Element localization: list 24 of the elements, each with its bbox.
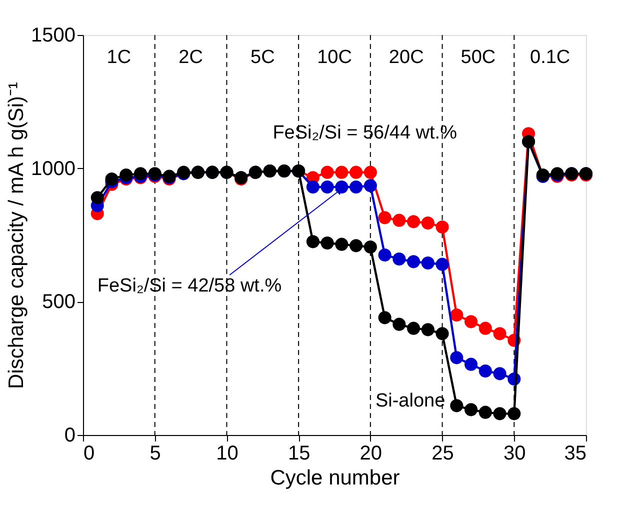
y-tick-label: 1000 (31, 158, 76, 180)
y-tick-label: 500 (42, 291, 76, 314)
x-tick-label: 0 (84, 442, 95, 464)
annotation: 5C (250, 47, 275, 68)
x-tick-label: 15 (288, 442, 310, 464)
y-tick-label: 0 (64, 424, 76, 446)
annotation: 50C (460, 47, 496, 68)
annotation: 0.1C (530, 47, 570, 68)
y-tick-label: 1500 (31, 24, 76, 46)
x-tick-label: 25 (432, 442, 454, 464)
x-tick-label: 30 (504, 442, 526, 464)
annotation: 20C (388, 47, 424, 68)
annotation: 10C (317, 47, 352, 68)
series-label: Si-alone (375, 390, 446, 412)
annotation: 1C (106, 47, 132, 68)
annotation: 2C (178, 47, 203, 68)
x-tick-label: 5 (150, 442, 161, 464)
x-axis-title: Cycle number (270, 466, 400, 490)
x-tick-label: 10 (216, 442, 238, 464)
x-tick-label: 20 (360, 442, 382, 464)
y-axis-title: Discharge capacity / mA h g(Si)⁻¹ (5, 82, 28, 389)
series-label: FeSi₂/Si = 56/44 wt.% (272, 122, 458, 144)
text: FeSi₂/Si = 42/58 wt.% (97, 276, 282, 297)
x-tick-label: 35 (564, 442, 586, 464)
